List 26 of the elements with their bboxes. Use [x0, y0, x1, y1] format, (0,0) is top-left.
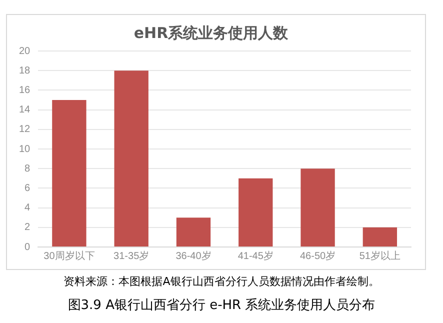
x-tick-label: 46-50岁: [300, 250, 336, 262]
x-tick-label: 30周岁以下: [44, 250, 95, 262]
bar: [238, 178, 273, 246]
y-tick-label: 2: [24, 222, 31, 234]
y-tick-label: 6: [24, 182, 31, 194]
y-tick-label: 14: [19, 104, 31, 116]
x-tick-label: 41-45岁: [238, 250, 274, 262]
text: 资料来源：本图根据A银行山西省分行人员数据情况由作者绘制。: [62, 274, 380, 289]
caption: 图3.9 A银行山西省分行 e-HR 系统业务使用人员分布: [66, 297, 376, 314]
chart-title: eHR系统业务使用人数: [134, 24, 290, 42]
y-tick-label: 0: [24, 242, 31, 253]
x-tick-label: 31-35岁: [114, 250, 150, 262]
x-tick-label: 36-40岁: [176, 250, 212, 262]
y-tick-label: 20: [19, 46, 31, 57]
y-tick-label: 8: [24, 163, 31, 174]
bar: [300, 168, 335, 246]
bar: [362, 227, 398, 246]
bar: [114, 70, 148, 246]
bar: [52, 100, 86, 246]
x-tick-label: 51岁以上: [359, 250, 400, 262]
y-tick-label: 4: [24, 202, 31, 214]
y-tick-label: 18: [19, 65, 31, 76]
bar: [176, 218, 211, 246]
y-tick-label: 10: [19, 144, 31, 155]
y-tick-label: 12: [19, 124, 31, 136]
y-tick-label: 16: [19, 84, 31, 96]
